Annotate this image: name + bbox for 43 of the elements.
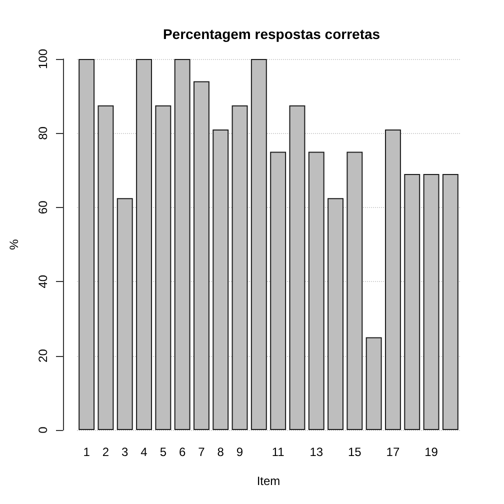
y-tick-label: 0 — [36, 426, 50, 434]
x-tick-label: 3 — [122, 445, 129, 459]
y-tick-label: 100 — [36, 48, 50, 70]
bar — [385, 129, 401, 430]
bar — [155, 105, 172, 430]
bar — [289, 105, 306, 430]
bar — [78, 59, 95, 430]
chart-title: Percentagem respostas corretas — [162, 26, 380, 42]
bar — [136, 59, 152, 430]
x-axis-title: Item — [256, 474, 280, 488]
x-tick-label: 5 — [160, 445, 167, 459]
y-tick-label: 40 — [36, 274, 50, 288]
x-tick-label: 17 — [386, 445, 400, 459]
x-tick-label: 4 — [140, 445, 148, 459]
bar — [442, 174, 458, 430]
x-tick-label: 7 — [198, 445, 206, 459]
bar — [174, 59, 190, 430]
x-tick-label: 9 — [236, 445, 244, 459]
x-tick-label: 2 — [102, 445, 110, 459]
bar — [366, 337, 382, 430]
bar — [328, 198, 344, 430]
x-tick-label: 8 — [217, 445, 224, 459]
bar — [98, 105, 114, 430]
bar — [212, 129, 229, 430]
x-tick-label: 15 — [348, 445, 362, 459]
y-tick-label: 60 — [36, 200, 50, 214]
bar — [404, 174, 420, 430]
x-tick-label: 11 — [272, 445, 285, 459]
bar — [270, 152, 286, 430]
x-tick-label: 13 — [310, 445, 324, 459]
y-axis-title: % — [7, 238, 21, 250]
bar — [116, 198, 133, 430]
x-tick-label: 19 — [424, 445, 438, 459]
y-tick-label: 20 — [36, 348, 50, 362]
bar — [194, 81, 210, 430]
bar — [423, 174, 440, 430]
bar — [346, 152, 363, 430]
bar — [308, 152, 324, 430]
bar — [232, 105, 248, 430]
x-tick-label: 1 — [83, 445, 90, 459]
x-tick-label: 6 — [178, 445, 186, 459]
y-tick-label: 80 — [36, 126, 50, 140]
bar — [250, 59, 267, 430]
